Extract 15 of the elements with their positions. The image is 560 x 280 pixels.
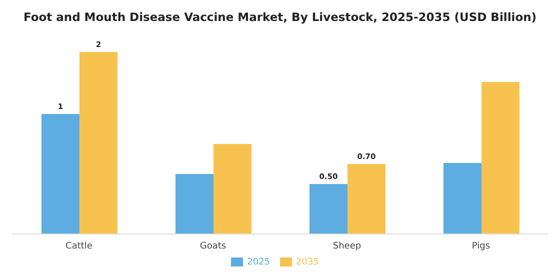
bar xyxy=(443,163,482,234)
legend-label: 2025 xyxy=(247,257,270,268)
legend-label: 2035 xyxy=(296,257,319,268)
bar xyxy=(175,174,214,234)
x-tick-label: Sheep xyxy=(332,241,362,252)
bar xyxy=(79,52,118,234)
bar xyxy=(213,144,252,234)
x-tick-label: Pigs xyxy=(472,241,490,252)
bar xyxy=(347,164,386,234)
x-tick-label: Goats xyxy=(200,241,226,252)
bar xyxy=(481,82,520,234)
x-tick-label: Cattle xyxy=(66,241,93,252)
chart-title: Foot and Mouth Disease Vaccine Market, By Livestock, 2025-2035 (USD Billion) xyxy=(22,9,538,26)
bar xyxy=(41,114,80,234)
bar xyxy=(309,184,348,234)
